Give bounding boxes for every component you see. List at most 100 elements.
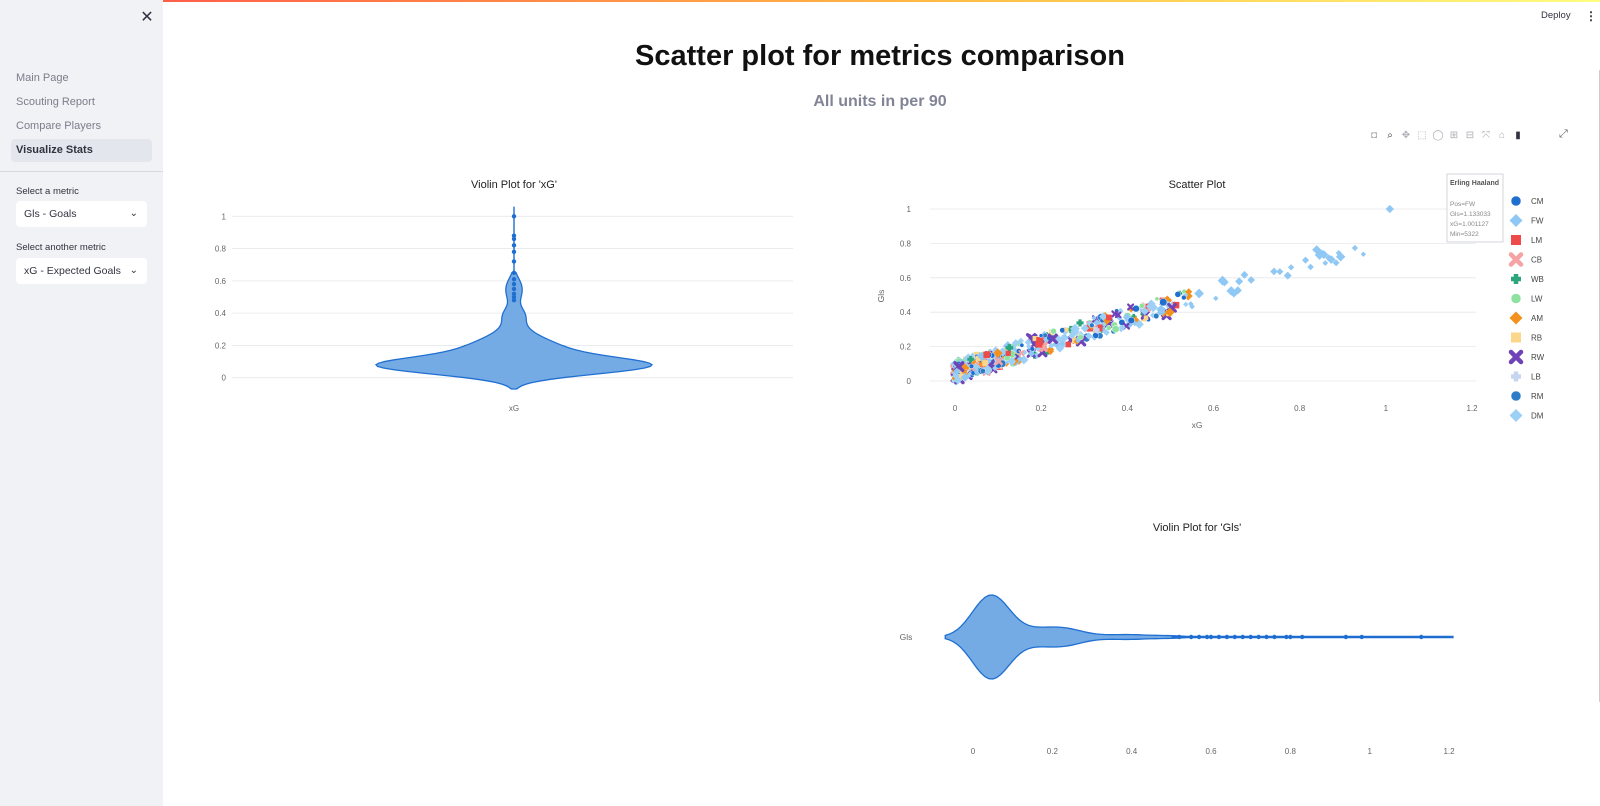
tooltip-title: Erling Haaland <box>1450 180 1499 187</box>
y-tick-label: 0.8 <box>215 245 227 254</box>
x-tick-label: 1.2 <box>1443 747 1455 756</box>
outlier-point <box>512 287 516 291</box>
scatter-point <box>1235 277 1243 285</box>
scatter-point <box>1276 268 1283 275</box>
tooltip-line: Gls=1.133033 <box>1450 211 1491 218</box>
scatter-point <box>1284 272 1292 280</box>
legend-marker <box>1510 312 1523 325</box>
legend-label: FW <box>1531 217 1544 226</box>
x-tick-label: 0.2 <box>1036 404 1048 413</box>
scatter-point <box>1065 342 1071 348</box>
legend-marker <box>1511 372 1521 382</box>
scatter-point <box>969 364 974 369</box>
tooltip-line: xG=1.001127 <box>1450 221 1489 228</box>
scatter-point <box>1153 313 1159 319</box>
scatter-point <box>1155 297 1159 301</box>
y-tick-label: 0.4 <box>215 309 227 318</box>
tooltip-line: Min=5322 <box>1450 231 1479 238</box>
legend-label: DM <box>1531 412 1544 421</box>
scatter-point <box>983 351 990 358</box>
scatter-point <box>1194 289 1204 299</box>
scatter-point <box>1322 260 1328 266</box>
scatter-point <box>1006 351 1011 356</box>
y-tick-label: 0.2 <box>215 341 227 350</box>
outlier-point <box>512 271 516 275</box>
scatter-point <box>1139 303 1144 308</box>
y-tick-label: 0.4 <box>900 308 912 317</box>
y-tick-label: 0.2 <box>900 343 912 352</box>
legend-label: CM <box>1531 197 1544 206</box>
x-axis-label: xG <box>1192 420 1203 430</box>
x-tick-label: 1 <box>1384 404 1389 413</box>
tooltip: Erling Haaland Pos=FW Gls=1.133033 xG=1.… <box>1447 174 1503 242</box>
y-tick-label: 0 <box>907 377 912 386</box>
x-tick-label: 0.6 <box>1205 747 1217 756</box>
highlighted-point <box>1386 205 1394 213</box>
scatter-point <box>1106 315 1112 321</box>
chart-title: Scatter Plot <box>1169 179 1226 191</box>
x-tick-label: 0.4 <box>1126 747 1138 756</box>
y-axis-label: Gls <box>876 290 886 303</box>
scatter-point <box>1020 343 1024 347</box>
chart-title: Violin Plot for 'Gls' <box>1153 522 1241 534</box>
x-tick-label: 0.2 <box>1047 747 1059 756</box>
legend-marker <box>1511 294 1521 304</box>
legend-marker <box>1511 255 1521 265</box>
y-axis-label: Gls <box>900 632 913 642</box>
legend-label: WB <box>1531 275 1544 284</box>
legend-label: RW <box>1531 353 1545 362</box>
outlier-point <box>512 292 516 296</box>
scatter-point <box>1213 296 1218 301</box>
x-tick-label: 0.8 <box>1285 747 1297 756</box>
y-tick-label: 0.6 <box>900 274 912 283</box>
legend-label: LW <box>1531 295 1543 304</box>
scatter-point <box>1076 319 1083 326</box>
legend-marker <box>1511 196 1521 206</box>
x-tick-label: 0 <box>971 747 976 756</box>
scatter-point <box>1060 327 1066 333</box>
outlier-point <box>512 282 516 286</box>
scatter-point <box>980 368 985 373</box>
violin-chart-xg: Violin Plot for 'xG' 00.20.40.60.81 xG <box>215 179 793 413</box>
x-tick-label: 0 <box>953 404 958 413</box>
legend-label: LB <box>1531 373 1541 382</box>
scatter-point <box>1175 291 1181 297</box>
scatter-point <box>1247 276 1255 284</box>
scatter-chart: Scatter Plot 00.20.40.60.810 0.2 0.4 0.6 0.8… <box>876 174 1545 430</box>
legend: CM FW LM CB WB LW AM RB RW LB RM DM <box>1510 196 1545 422</box>
legend-label: CB <box>1531 256 1542 265</box>
legend-marker <box>1511 333 1521 343</box>
x-tick-label: 1.2 <box>1466 404 1478 413</box>
legend-label: AM <box>1531 314 1543 323</box>
tooltip-line: Pos=FW <box>1450 201 1476 208</box>
scatter-point <box>1064 328 1068 332</box>
scatter-point <box>1288 264 1294 270</box>
scatter-point <box>1112 325 1119 332</box>
scatter-point <box>1144 315 1149 320</box>
legend-label: RB <box>1531 334 1542 343</box>
scatter-point <box>1036 337 1043 344</box>
y-tick-label: 0 <box>222 374 227 383</box>
y-tick-label: 1 <box>907 205 912 214</box>
x-tick-label: 0.6 <box>1208 404 1220 413</box>
scatter-point <box>1039 334 1043 338</box>
scatter-point <box>1128 317 1135 324</box>
legend-marker <box>1511 235 1521 245</box>
chart-title: Violin Plot for 'xG' <box>471 179 557 191</box>
scatter-point <box>1352 245 1358 251</box>
y-tick-label: 0.6 <box>215 277 227 286</box>
legend-marker <box>1511 274 1521 284</box>
scatter-point <box>1106 325 1111 330</box>
scatter-point <box>1051 328 1057 334</box>
scatter-point <box>1361 252 1366 257</box>
x-tick-label: 0.8 <box>1294 404 1306 413</box>
y-tick-label: 0.8 <box>900 239 912 248</box>
outlier-point <box>512 277 516 281</box>
x-tick-label: 1 <box>1367 747 1372 756</box>
scatter-point <box>982 360 988 366</box>
y-tick-label: 1 <box>222 212 227 221</box>
legend-marker <box>1510 214 1523 227</box>
scatter-point <box>1160 298 1168 306</box>
violin-chart-gls: Violin Plot for 'Gls' Gls 0 0.2 0.4 0.6 0.8 1… <box>900 522 1455 756</box>
